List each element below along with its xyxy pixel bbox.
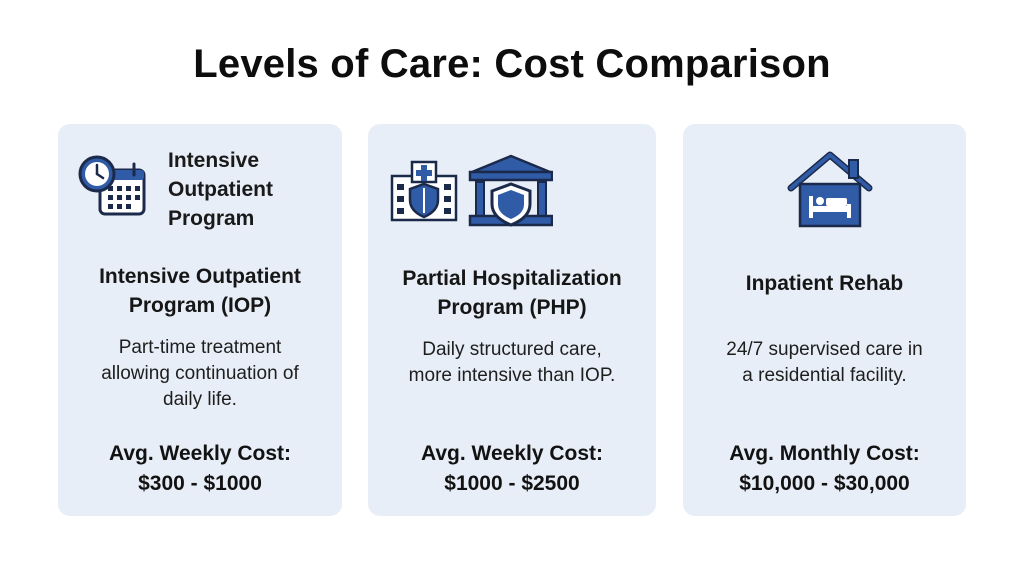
card-description: 24/7 supervised care in a residential fa… [683, 337, 966, 389]
card-description-line: daily life. [163, 389, 237, 410]
card-heading-line: Partial Hospitalization [402, 267, 622, 290]
house-bed-icon [785, 150, 875, 235]
card-php: Partial Hospitalization Program (PHP) Da… [368, 124, 656, 516]
card-description: Part-time treatment allowing continuatio… [58, 335, 342, 413]
icon-caption-line: Intensive [168, 149, 260, 172]
icon-caption-line: Program [168, 207, 255, 230]
cost-label: Avg. Monthly Cost: [729, 442, 920, 465]
card-heading: Inpatient Rehab [683, 269, 966, 298]
card-description-line: Part-time treatment [118, 337, 282, 358]
card-heading: Partial Hospitalization Program (PHP) [368, 264, 656, 322]
cost-value: $300 - $1000 [138, 472, 262, 495]
card-heading: Intensive Outpatient Program (IOP) [58, 262, 342, 320]
card-description-line: Daily structured care, [422, 339, 602, 360]
cost-value: $1000 - $2500 [444, 472, 580, 495]
hospital-shield-icon [388, 150, 554, 235]
card-heading-line: Intensive Outpatient [99, 265, 301, 288]
card-heading-line: Inpatient Rehab [745, 272, 904, 295]
card-description-line: a residential facility. [742, 365, 907, 386]
icon-caption-line: Outpatient [168, 178, 273, 201]
page-title: Levels of Care: Cost Comparison [193, 42, 831, 86]
card-description-line: allowing continuation of [101, 363, 299, 384]
card-heading-line: Program (IOP) [128, 294, 272, 317]
cost-value: $10,000 - $30,000 [739, 472, 910, 495]
card-heading-line: Program (PHP) [437, 296, 587, 319]
cost-label: Avg. Weekly Cost: [108, 442, 292, 465]
card-iop: Intensive Outpatient Program Intensive O… [58, 124, 342, 516]
card-description-line: 24/7 supervised care in [726, 339, 923, 360]
card-inpatient: Inpatient Rehab 24/7 supervised care in … [683, 124, 966, 516]
clock-calendar-icon [78, 154, 150, 225]
card-description-line: more intensive than IOP. [408, 365, 616, 386]
card-description: Daily structured care, more intensive th… [368, 337, 656, 389]
cost-label: Avg. Weekly Cost: [420, 442, 604, 465]
icon-caption: Intensive Outpatient Program [168, 146, 273, 233]
